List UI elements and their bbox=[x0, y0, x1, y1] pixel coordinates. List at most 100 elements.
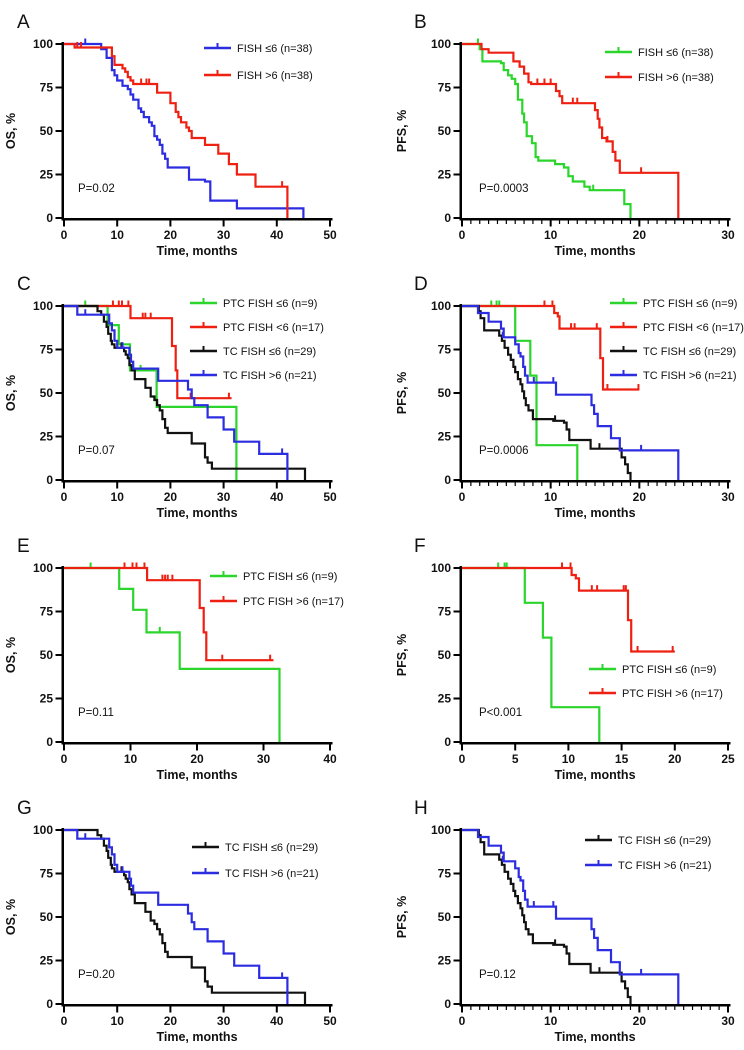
y-axis-label: PFS, % bbox=[395, 110, 409, 152]
panel-letter: G bbox=[17, 798, 32, 819]
curve-ptc-fish-6-n-9- bbox=[64, 304, 238, 480]
panel-F: F 0 25 50 75 100 0 5 10 15 20 25 Time, months PFS, % P… bbox=[372, 524, 744, 786]
y-tick-label: 100 bbox=[33, 823, 53, 837]
p-value-label: P=0.20 bbox=[78, 969, 115, 981]
x-tick-label: 5 bbox=[512, 752, 519, 766]
y-tick-label: 0 bbox=[444, 735, 451, 749]
plot-H: H 0 25 50 75 100 0 10 20 30 Time, months PFS, % P=0.… bbox=[395, 798, 735, 1044]
y-tick-label: 0 bbox=[46, 735, 53, 749]
legend-label: PTC FISH >6 (n=17) bbox=[622, 688, 723, 700]
x-axis-label: Time, months bbox=[156, 768, 237, 782]
panel-B: B 0 25 50 75 100 0 10 20 30 Time, months PFS, % P=0.… bbox=[372, 0, 744, 262]
curve-tc-fish-6-n-21- bbox=[64, 304, 289, 480]
y-tick-label: 0 bbox=[444, 997, 451, 1011]
y-tick-label: 25 bbox=[438, 168, 452, 182]
y-tick-label: 75 bbox=[40, 867, 54, 881]
y-tick-label: 0 bbox=[46, 211, 53, 225]
curve-ptc-fish-6-n-9- bbox=[462, 566, 601, 742]
curve-tc-fish-6-n-29- bbox=[64, 304, 307, 480]
x-tick-label: 20 bbox=[633, 1014, 647, 1028]
y-axis-label: PFS, % bbox=[395, 896, 409, 938]
x-tick-label: 40 bbox=[270, 490, 284, 504]
y-tick-label: 100 bbox=[33, 561, 53, 575]
y-tick-label: 75 bbox=[40, 343, 54, 357]
x-tick-label: 30 bbox=[217, 490, 231, 504]
x-tick-label: 20 bbox=[668, 752, 682, 766]
plot-G: G 0 25 50 75 100 0 10 20 30 40 50 Time, months OS, % P… bbox=[4, 798, 337, 1044]
legend-label: TC FISH ≤6 (n=29) bbox=[643, 346, 736, 358]
legend-label: PTC FISH >6 (n=17) bbox=[243, 596, 344, 608]
y-tick-label: 0 bbox=[444, 211, 451, 225]
panel-letter: C bbox=[17, 274, 31, 295]
p-value-label: P=0.07 bbox=[78, 445, 115, 457]
y-axis-label: OS, % bbox=[4, 375, 18, 411]
y-tick-label: 50 bbox=[438, 910, 452, 924]
y-tick-label: 100 bbox=[33, 299, 53, 313]
y-tick-label: 100 bbox=[431, 299, 451, 313]
y-tick-label: 50 bbox=[40, 124, 54, 138]
curve-tc-fish-6-n-29- bbox=[64, 828, 307, 1004]
curve-fish-6-n-38- bbox=[462, 42, 632, 218]
x-tick-label: 30 bbox=[257, 752, 271, 766]
curve-fish-6-n-38- bbox=[462, 42, 680, 218]
x-tick-label: 0 bbox=[459, 1014, 466, 1028]
panel-letter: A bbox=[17, 12, 30, 33]
legend-label: PTC FISH ≤6 (n=9) bbox=[622, 664, 716, 676]
curve-fish-6-n-38- bbox=[64, 42, 305, 218]
y-tick-label: 75 bbox=[40, 81, 54, 95]
x-tick-label: 25 bbox=[721, 752, 735, 766]
y-axis-label: OS, % bbox=[4, 113, 18, 149]
curve-tc-fish-6-n-29- bbox=[462, 828, 632, 1004]
legend-label: TC FISH ≤6 (n=29) bbox=[223, 346, 316, 358]
x-tick-label: 10 bbox=[562, 752, 576, 766]
y-tick-label: 25 bbox=[438, 692, 452, 706]
panel-G: G 0 25 50 75 100 0 10 20 30 40 50 Time, months OS, % P… bbox=[0, 786, 372, 1048]
x-tick-label: 20 bbox=[164, 1014, 178, 1028]
x-tick-label: 20 bbox=[164, 490, 178, 504]
x-tick-label: 10 bbox=[544, 228, 558, 242]
panel-letter: H bbox=[414, 798, 428, 819]
legend-label: FISH ≤6 (n=38) bbox=[638, 47, 713, 59]
x-tick-label: 0 bbox=[459, 752, 466, 766]
x-tick-label: 30 bbox=[217, 228, 231, 242]
panel-letter: D bbox=[414, 274, 428, 295]
x-tick-label: 50 bbox=[323, 490, 337, 504]
curve-ptc-fish-6-n-9- bbox=[462, 304, 579, 480]
y-tick-label: 25 bbox=[40, 168, 54, 182]
panel-E: E 0 25 50 75 100 0 10 20 30 40 Time, months OS, % P=0… bbox=[0, 524, 372, 786]
y-tick-label: 25 bbox=[438, 430, 452, 444]
y-tick-label: 100 bbox=[33, 37, 53, 51]
x-tick-label: 10 bbox=[111, 490, 125, 504]
y-tick-label: 25 bbox=[438, 954, 452, 968]
x-tick-label: 10 bbox=[544, 490, 558, 504]
x-tick-label: 30 bbox=[721, 490, 735, 504]
legend-label: FISH >6 (n=38) bbox=[237, 70, 313, 82]
y-tick-label: 50 bbox=[438, 386, 452, 400]
p-value-label: P=0.11 bbox=[78, 707, 114, 719]
x-axis-label: Time, months bbox=[156, 244, 237, 258]
curve-fish-6-n-38- bbox=[64, 42, 289, 218]
x-tick-label: 30 bbox=[721, 1014, 735, 1028]
curve-tc-fish-6-n-21- bbox=[462, 828, 680, 1004]
x-tick-label: 10 bbox=[544, 1014, 558, 1028]
panel-letter: B bbox=[414, 12, 427, 33]
panel-letter: E bbox=[17, 536, 30, 557]
x-axis-label: Time, months bbox=[554, 244, 635, 258]
y-tick-label: 50 bbox=[40, 386, 54, 400]
x-axis-label: Time, months bbox=[156, 506, 237, 520]
curve-ptc-fish-6-n-9- bbox=[64, 566, 281, 742]
legend-label: PTC FISH <6 (n=17) bbox=[223, 322, 324, 334]
legend-label: TC FISH >6 (n=21) bbox=[225, 868, 319, 880]
y-tick-label: 75 bbox=[438, 81, 452, 95]
x-tick-label: 40 bbox=[270, 228, 284, 242]
y-tick-label: 50 bbox=[40, 648, 54, 662]
plot-D: D 0 25 50 75 100 0 10 20 30 Time, months PFS, % P=0.… bbox=[395, 274, 744, 520]
x-tick-label: 0 bbox=[61, 490, 68, 504]
x-tick-label: 20 bbox=[633, 490, 647, 504]
legend-label: PTC FISH <6 (n=17) bbox=[643, 322, 744, 334]
legend-label: FISH >6 (n=38) bbox=[638, 72, 714, 84]
legend-label: PTC FISH ≤6 (n=9) bbox=[643, 298, 737, 310]
x-axis-label: Time, months bbox=[554, 1030, 635, 1044]
legend-label: TC FISH >6 (n=21) bbox=[223, 370, 317, 382]
